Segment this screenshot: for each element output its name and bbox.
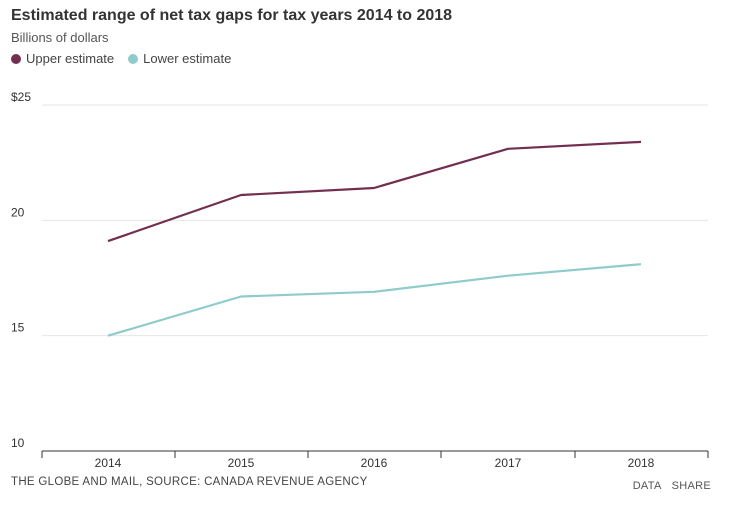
chart-title: Estimated range of net tax gaps for tax … — [11, 7, 453, 24]
x-tick-label: 2016 — [361, 456, 388, 470]
y-tick-label: 20 — [11, 205, 25, 219]
y-tick-label: $25 — [11, 90, 31, 104]
source-credit: THE GLOBE AND MAIL, SOURCE: CANADA REVEN… — [11, 476, 368, 488]
lower-estimate-line — [107, 263, 642, 337]
x-tick-label: 2015 — [228, 456, 255, 470]
legend-swatch-upper — [11, 53, 21, 64]
legend-swatch-lower — [128, 53, 139, 64]
y-tick-label: 15 — [11, 321, 25, 335]
x-tick-label: 2018 — [628, 456, 655, 470]
legend-item-lower: Lower estimate — [128, 51, 231, 66]
data-link[interactable]: DATA — [632, 480, 662, 492]
share-link[interactable]: SHARE — [671, 480, 711, 492]
legend: Upper estimate Lower estimate — [11, 51, 245, 66]
chart-subtitle: Billions of dollars — [11, 30, 109, 45]
x-tick-label: 2014 — [95, 456, 122, 470]
y-tick-label: 10 — [11, 436, 25, 450]
legend-item-upper: Upper estimate — [11, 51, 114, 66]
legend-label-lower: Lower estimate — [143, 51, 232, 66]
legend-label-upper: Upper estimate — [26, 51, 115, 66]
x-tick-label: 2017 — [495, 456, 522, 470]
footer-actions: DATA SHARE — [623, 480, 711, 492]
upper-estimate-line — [107, 140, 642, 243]
